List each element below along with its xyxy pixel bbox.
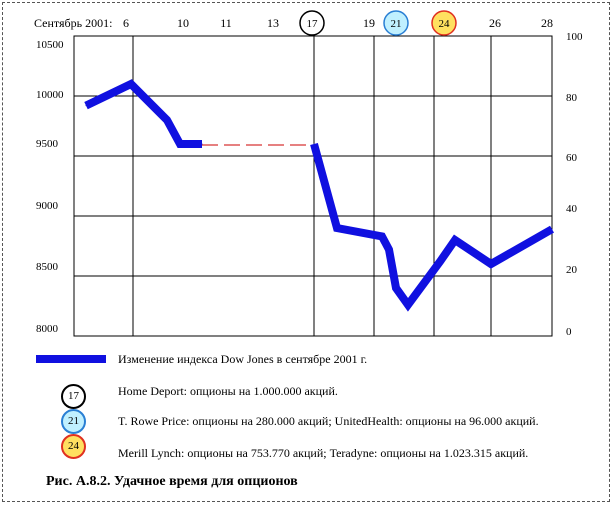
figure-caption: Рис. А.8.2. Удачное время для опционов: [46, 474, 298, 489]
grid: [73, 35, 553, 337]
x-tick-28: 28: [541, 16, 553, 30]
data-point-1-9: [551, 228, 553, 230]
legend-dow-jones-label: Изменение индекса Dow Jones в сентябре 2…: [118, 352, 368, 366]
day-marker-17: [299, 10, 325, 36]
x-tick-6: 6: [123, 16, 129, 30]
data-point-0-2: [166, 119, 168, 121]
data-point-0-1: [130, 83, 132, 85]
data-point-0-0: [85, 105, 87, 107]
series-layer: [84, 79, 554, 312]
data-point-1-0: [313, 143, 315, 145]
y-left-tick-8500: 8500: [36, 261, 59, 273]
y-left-tick-9000: 9000: [36, 200, 59, 212]
data-point-1-8: [490, 263, 492, 265]
day-marker-24: [431, 10, 457, 36]
data-point-1-6: [439, 261, 441, 263]
day-marker-label-17: 17: [307, 18, 319, 30]
y-right-tick-80: 80: [566, 92, 578, 104]
day-marker-label-21: 21: [391, 18, 402, 30]
x-tick-13: 13: [267, 16, 279, 30]
data-point-0-4: [201, 143, 203, 145]
day-markers: 17 21 24: [299, 10, 457, 36]
data-point-1-2: [381, 235, 383, 237]
data-point-0-3: [179, 143, 181, 145]
data-point-1-3: [388, 249, 390, 251]
data-point-1-1: [336, 227, 338, 229]
y-right-tick-20: 20: [566, 264, 578, 276]
y-left-tick-8000: 8000: [36, 323, 59, 335]
legend-merill: Merill Lynch: опционы на 753.770 акций; …: [118, 446, 529, 460]
data-point-1-5: [407, 304, 409, 306]
legend-marker-17: 17: [61, 384, 86, 409]
day-marker-label-24: 24: [439, 18, 451, 30]
axis-labels: Сентябрь 2001: 6 10 11 13 19 26 28 10500 10000 950…: [34, 16, 583, 338]
plot-area-border: [73, 35, 553, 337]
x-tick-10: 10: [177, 16, 189, 30]
series-line-0: [84, 79, 202, 148]
legend-marker-24: 24: [61, 434, 86, 459]
figure-frame: [2, 2, 610, 502]
x-axis-prefix: Сентябрь 2001:: [34, 16, 112, 30]
day-marker-21: [383, 10, 409, 36]
legend-dow-jones-swatch: [36, 355, 106, 363]
series-line-1: [310, 142, 554, 312]
data-point-1-4: [395, 287, 397, 289]
data-point-1-7: [454, 239, 456, 241]
y-right-tick-60: 60: [566, 152, 578, 164]
legend-marker-21: 21: [61, 409, 86, 434]
legend-home-depot: Home Deport: опционы на 1.000.000 акций.: [118, 384, 338, 398]
y-right-tick-100: 100: [566, 31, 583, 43]
y-right-tick-40: 40: [566, 203, 578, 215]
y-left-tick-10500: 10500: [36, 39, 64, 51]
y-left-tick-9500: 9500: [36, 138, 59, 150]
legend-t-rowe: T. Rowe Price: опционы на 280.000 акций;…: [118, 414, 539, 428]
x-tick-11: 11: [220, 16, 232, 30]
y-left-tick-10000: 10000: [36, 89, 64, 101]
x-tick-19: 19: [363, 16, 375, 30]
y-right-tick-0: 0: [566, 326, 572, 338]
x-tick-26: 26: [489, 16, 501, 30]
